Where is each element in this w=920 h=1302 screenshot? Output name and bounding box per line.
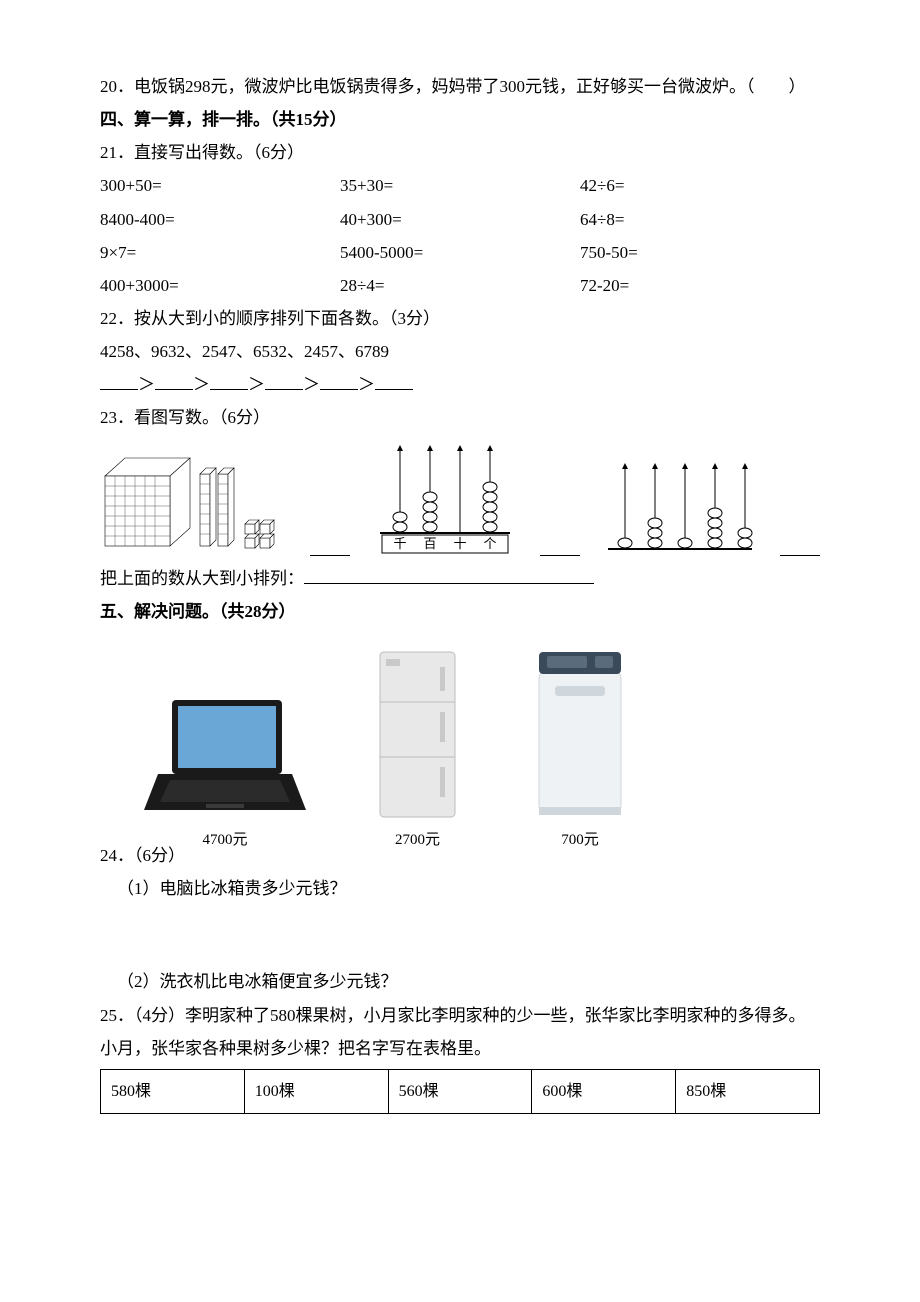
q21-r4c3: 72-20= [580, 269, 820, 302]
q23-sort-label: 把上面的数从大到小排列： [100, 569, 304, 588]
svg-text:千: 千 [393, 536, 406, 551]
q23-stem: 23．看图写数。（6分） [100, 401, 820, 434]
q24-p1: （1）电脑比冰箱贵多少元钱？ [117, 872, 820, 905]
gt: ＞ [303, 375, 320, 394]
q22-blanks: ＞ ＞ ＞ ＞ ＞ [100, 368, 820, 401]
q25-stem: 25．（4分）李明家种了580棵果树，小月家比李明家种的少一些，张华家比李明家种… [100, 999, 820, 1065]
q21-r2c1: 8400-400= [100, 203, 340, 236]
q22-blank[interactable] [320, 372, 358, 390]
q21-r2c3: 64÷8= [580, 203, 820, 236]
q22-blank[interactable] [375, 372, 413, 390]
q21-row1: 300+50= 35+30= 42÷6= [100, 169, 820, 202]
q21-r1c3: 42÷6= [580, 169, 820, 202]
q25-opt4[interactable]: 600棵 [532, 1069, 676, 1113]
q21-r3c3: 750-50= [580, 236, 820, 269]
q23-images: 千 百 十 个 [100, 441, 820, 556]
fridge-icon [370, 647, 465, 822]
q23-sort: 把上面的数从大到小排列： [100, 562, 820, 595]
q25-table: 580棵 100棵 560棵 600棵 850棵 [100, 1069, 820, 1114]
laptop-icon [140, 692, 310, 822]
q24-space [100, 905, 820, 965]
blocks-icon [100, 446, 290, 556]
q21-r4c1: 400+3000= [100, 269, 340, 302]
q21-row3: 9×7= 5400-5000= 750-50= [100, 236, 820, 269]
q21-r4c2: 28÷4= [340, 269, 580, 302]
q21-row2: 8400-400= 40+300= 64÷8= [100, 203, 820, 236]
q21-stem: 21．直接写出得数。（6分） [100, 136, 820, 169]
q25-opt2[interactable]: 100棵 [244, 1069, 388, 1113]
q24-products: 4700元 2700元 700元 [140, 642, 820, 855]
q23-blank1[interactable] [310, 555, 350, 556]
fridge-price: 2700元 [395, 826, 440, 855]
product-laptop: 4700元 [140, 692, 310, 855]
q21-r2c2: 40+300= [340, 203, 580, 236]
svg-text:个: 个 [483, 536, 496, 551]
q20-text: 20．电饭锅298元，微波炉比电饭锅贵得多，妈妈带了300元钱，正好够买一台微波… [100, 70, 820, 103]
q23-blank2[interactable] [540, 555, 580, 556]
abacus-labeled-icon: 千 百 十 个 [370, 441, 520, 556]
q25-opt1[interactable]: 580棵 [101, 1069, 245, 1113]
table-row: 580棵 100棵 560棵 600棵 850棵 [101, 1069, 820, 1113]
q21-r1c1: 300+50= [100, 169, 340, 202]
abacus-icon [600, 461, 760, 556]
q25-opt5[interactable]: 850棵 [676, 1069, 820, 1113]
q21-r1c2: 35+30= [340, 169, 580, 202]
gt: ＞ [248, 375, 265, 394]
laptop-price: 4700元 [202, 826, 247, 855]
q22-blank[interactable] [210, 372, 248, 390]
product-washer: 700元 [525, 642, 635, 855]
q22-stem: 22．按从大到小的顺序排列下面各数。（3分） [100, 302, 820, 335]
section5-title: 五、解决问题。（共28分） [100, 595, 820, 628]
q23-sort-blank[interactable] [304, 566, 594, 584]
q21-r3c1: 9×7= [100, 236, 340, 269]
washer-icon [525, 642, 635, 822]
product-fridge: 2700元 [370, 647, 465, 855]
q21-row4: 400+3000= 28÷4= 72-20= [100, 269, 820, 302]
q22-numbers: 4258、9632、2547、6532、2457、6789 [100, 335, 820, 368]
q22-blank[interactable] [100, 372, 138, 390]
gt: ＞ [193, 375, 210, 394]
q23-blank3[interactable] [780, 555, 820, 556]
gt: ＞ [358, 375, 375, 394]
section4-title: 四、算一算，排一排。（共15分） [100, 103, 820, 136]
svg-text:百: 百 [423, 536, 436, 551]
q22-blank[interactable] [265, 372, 303, 390]
q22-blank[interactable] [155, 372, 193, 390]
q21-r3c2: 5400-5000= [340, 236, 580, 269]
q24-p2: （2）洗衣机比电冰箱便宜多少元钱？ [117, 965, 820, 998]
washer-price: 700元 [561, 826, 599, 855]
gt: ＞ [138, 375, 155, 394]
q25-opt3[interactable]: 560棵 [388, 1069, 532, 1113]
svg-text:十: 十 [453, 536, 466, 551]
